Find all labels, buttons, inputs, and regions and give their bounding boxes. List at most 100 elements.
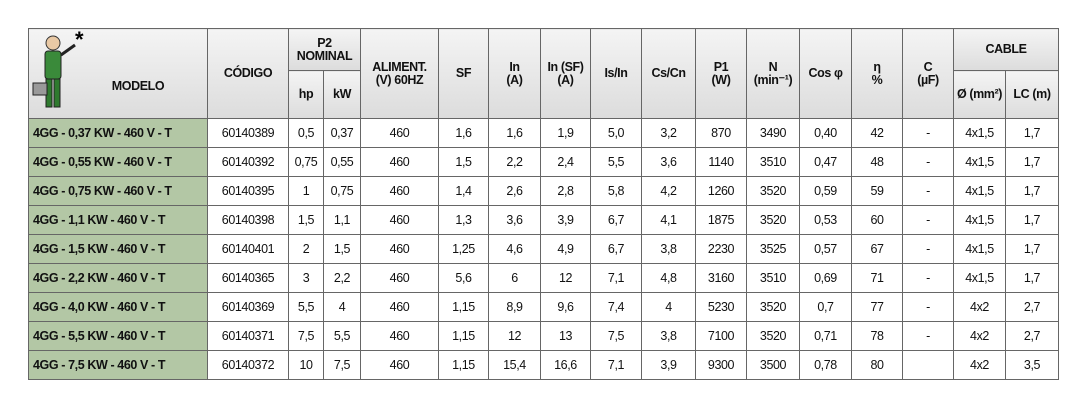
header-cell: Cs/Cn <box>641 28 696 119</box>
cell: 460 <box>360 263 439 293</box>
cell: 42 <box>851 118 903 148</box>
cell: 460 <box>360 118 439 148</box>
note: * <box>75 31 84 52</box>
cell: 12 <box>540 263 591 293</box>
cell: 2,7 <box>1005 292 1059 322</box>
cell: 1,7 <box>1005 176 1059 206</box>
cell: 3,2 <box>641 118 696 148</box>
header-cell: N (min⁻¹) <box>746 28 800 119</box>
cell <box>902 350 954 380</box>
table-row: 4GG - 7,5 KW - 460 V - T 60140372 10 7,5 460… <box>28 350 1059 380</box>
header-cell: SF <box>438 28 489 119</box>
cell: 5,8 <box>590 176 642 206</box>
cell: 59 <box>851 176 903 206</box>
cell: 48 <box>851 147 903 177</box>
cell: 1140 <box>695 147 747 177</box>
cell: 1,1 <box>323 205 361 235</box>
table-row: 4GG - 1,1 KW - 460 V - T 60140398 1,5 1,1 46… <box>28 205 1059 235</box>
cell: 60140371 <box>207 321 289 351</box>
cell: 1,3 <box>438 205 489 235</box>
cell: 4x1,5 <box>953 205 1006 235</box>
cell: 60140392 <box>207 147 289 177</box>
cell: 2,6 <box>488 176 541 206</box>
cell: 460 <box>360 292 439 322</box>
cell: 4x1,5 <box>953 147 1006 177</box>
cell: 5230 <box>695 292 747 322</box>
cell: 6 <box>488 263 541 293</box>
cell: 0,55 <box>323 147 361 177</box>
cell: 3,9 <box>641 350 696 380</box>
cell: 60140372 <box>207 350 289 380</box>
cell: 1 <box>288 176 324 206</box>
header-cell: P2 NOMINAL <box>288 28 361 71</box>
cell: 7100 <box>695 321 747 351</box>
cell: 13 <box>540 321 591 351</box>
table-row: 4GG - 0,37 KW - 460 V - T 60140389 0,5 0,37… <box>28 118 1059 148</box>
cell: 460 <box>360 234 439 264</box>
cell: 0,47 <box>799 147 852 177</box>
cell: 1,5 <box>323 234 361 264</box>
cell: 2 <box>288 234 324 264</box>
cell: 0,78 <box>799 350 852 380</box>
cell: 60140401 <box>207 234 289 264</box>
cell: 6,7 <box>590 234 642 264</box>
cell: 4x1,5 <box>953 176 1006 206</box>
cell: 0,59 <box>799 176 852 206</box>
table-row: 4GG - 2,2 KW - 460 V - T 60140365 3 2,2 460 5… <box>28 263 1059 293</box>
spec-table: * MODELO CÓDIGO P2 NOMINAL ALIMENT. (V) … <box>28 28 1059 380</box>
cell: 5,5 <box>590 147 642 177</box>
cell: 4x2 <box>953 321 1006 351</box>
cell: 1,25 <box>438 234 489 264</box>
cell: - <box>902 263 954 293</box>
cell: 3520 <box>746 321 800 351</box>
model-cell: 4GG - 1,5 KW - 460 V - T <box>28 234 208 264</box>
cell: - <box>902 292 954 322</box>
cell: 8,9 <box>488 292 541 322</box>
cell: 460 <box>360 176 439 206</box>
cell: 7,5 <box>323 350 361 380</box>
cell: 60140395 <box>207 176 289 206</box>
header-cell: ALIMENT. (V) 60HZ <box>360 28 439 119</box>
cell: 78 <box>851 321 903 351</box>
cell: 4,2 <box>641 176 696 206</box>
cell: 3,5 <box>1005 350 1059 380</box>
cell: 10 <box>288 350 324 380</box>
cell: 1,5 <box>438 147 489 177</box>
cell: 60140369 <box>207 292 289 322</box>
cell: 7,1 <box>590 350 642 380</box>
cell: 67 <box>851 234 903 264</box>
cell: 80 <box>851 350 903 380</box>
model-cell: 4GG - 1,1 KW - 460 V - T <box>28 205 208 235</box>
cell: 870 <box>695 118 747 148</box>
cell: 4x1,5 <box>953 118 1006 148</box>
cell: 5,0 <box>590 118 642 148</box>
cell: 3,6 <box>488 205 541 235</box>
cell: 7,4 <box>590 292 642 322</box>
cell: - <box>902 118 954 148</box>
header-cell: Is/In <box>590 28 642 119</box>
cell: 0,57 <box>799 234 852 264</box>
cell: 3520 <box>746 176 800 206</box>
table-row: 4GG - 5,5 KW - 460 V - T 60140371 7,5 5,5 46… <box>28 321 1059 351</box>
table-row: 4GG - 0,75 KW - 460 V - T 60140395 1 0,75 46… <box>28 176 1059 206</box>
cell: 4x1,5 <box>953 234 1006 264</box>
cell: 460 <box>360 205 439 235</box>
cell: 0,71 <box>799 321 852 351</box>
model-cell: 4GG - 0,55 KW - 460 V - T <box>28 147 208 177</box>
cell: - <box>902 176 954 206</box>
cell: 1,15 <box>438 292 489 322</box>
cell: 0,75 <box>288 147 324 177</box>
cell: 1,15 <box>438 350 489 380</box>
model-cell: 4GG - 4,0 KW - 460 V - T <box>28 292 208 322</box>
model-cell: 4GG - 0,37 KW - 460 V - T <box>28 118 208 148</box>
cell: 460 <box>360 321 439 351</box>
cell: 1,15 <box>438 321 489 351</box>
header-cell: In (SF) (A) <box>540 28 591 119</box>
cell: 1,5 <box>288 205 324 235</box>
header-cell: hp <box>288 70 324 119</box>
cell: 1,7 <box>1005 263 1059 293</box>
header-cell: CÓDIGO <box>207 28 289 119</box>
model-cell: 4GG - 0,75 KW - 460 V - T <box>28 176 208 206</box>
cell: 3490 <box>746 118 800 148</box>
